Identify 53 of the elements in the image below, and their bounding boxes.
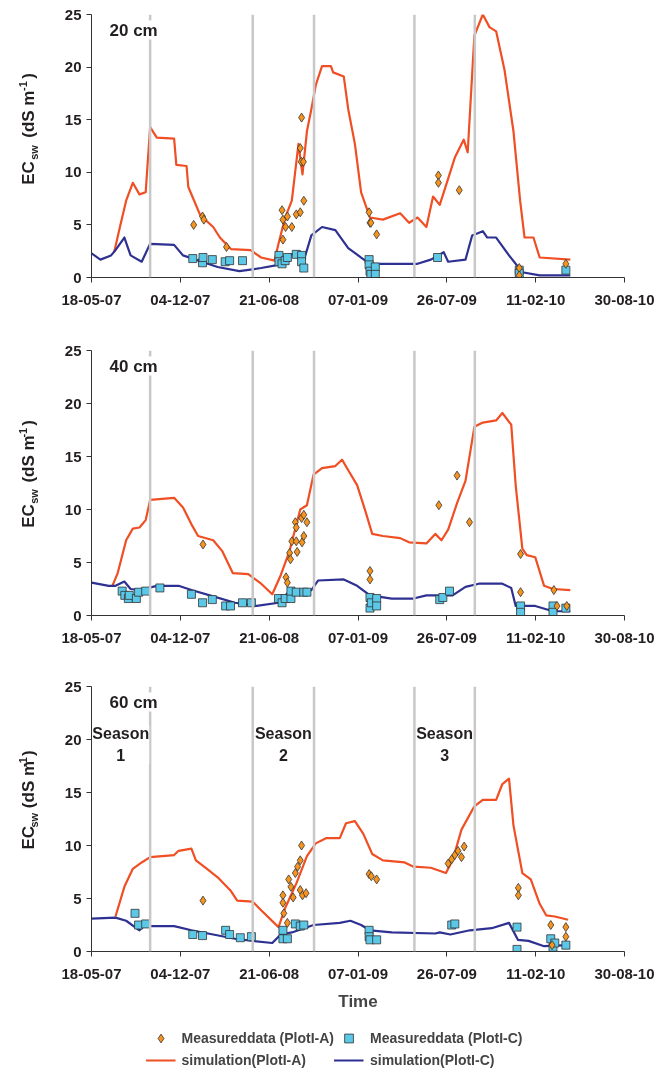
x-tick-label: 07-01-09 [327, 290, 389, 308]
y-tick-label: 10 [64, 163, 82, 181]
x-axis-title: Time [338, 991, 378, 1011]
legend-label: Measureddata (PlotI-C) [370, 1030, 523, 1046]
legend-label: Measureddata (PlotI-A) [181, 1030, 334, 1046]
y-tick-label: 15 [64, 447, 82, 465]
x-tick-label: 04-12-07 [150, 964, 211, 982]
x-tick-label: 26-07-09 [416, 628, 477, 646]
y-tick-label: 25 [64, 677, 82, 695]
x-tick-label: 18-05-07 [61, 964, 122, 982]
legend-label: simulation(PlotI-A) [181, 1052, 306, 1068]
y-tick-label: 10 [64, 500, 82, 518]
y-axis-title: ECsw (dS m-1) [16, 73, 40, 185]
x-tick-label: 21-06-08 [239, 628, 300, 646]
y-tick-label: 0 [73, 606, 82, 624]
x-tick-label: 21-06-08 [239, 290, 300, 308]
chart-title: 40 cm [109, 356, 158, 376]
y-axis-title: ECsw (dS m-1) [16, 750, 40, 850]
x-tick-label: 11-02-10 [506, 964, 566, 982]
x-tick-label: 18-05-07 [61, 628, 122, 646]
x-tick-label: 07-01-09 [327, 628, 389, 646]
x-tick-label: 26-07-09 [416, 290, 477, 308]
y-tick-label: 25 [64, 5, 82, 23]
x-tick-label: 30-08-10 [594, 290, 655, 308]
x-tick-label: 11-02-10 [506, 628, 566, 646]
annotation: Season 3 [416, 725, 474, 765]
legend-label: simulation(PlotI-C) [370, 1052, 495, 1068]
y-tick-label: 10 [64, 836, 82, 854]
y-tick-label: 5 [73, 215, 82, 233]
x-tick-label: 04-12-07 [150, 290, 211, 308]
x-tick-label: 30-08-10 [594, 628, 655, 646]
x-tick-label: 18-05-07 [61, 290, 122, 308]
chart-title: 20 cm [109, 20, 158, 40]
x-tick-label: 26-07-09 [416, 964, 477, 982]
y-tick-label: 15 [64, 783, 82, 801]
x-tick-label: 11-02-10 [506, 290, 566, 308]
y-axis-title: ECsw (dS m-1) [16, 420, 40, 528]
y-tick-label: 5 [73, 889, 82, 907]
x-tick-label: 21-06-08 [239, 964, 300, 982]
y-tick-label: 0 [73, 942, 82, 960]
x-tick-label: 30-08-10 [594, 964, 655, 982]
annotation: Season 2 [254, 725, 312, 765]
x-tick-label: 07-01-09 [327, 964, 389, 982]
y-tick-label: 15 [64, 110, 82, 128]
y-tick-label: 20 [64, 730, 82, 748]
y-tick-label: 5 [73, 553, 82, 571]
y-tick-label: 20 [64, 394, 82, 412]
y-tick-label: 25 [64, 341, 82, 359]
y-tick-label: 0 [73, 268, 82, 286]
y-tick-label: 20 [64, 58, 82, 76]
chart-title: 60 cm [109, 692, 158, 712]
annotation: Season 1 [92, 725, 150, 765]
x-tick-label: 04-12-07 [150, 628, 211, 646]
